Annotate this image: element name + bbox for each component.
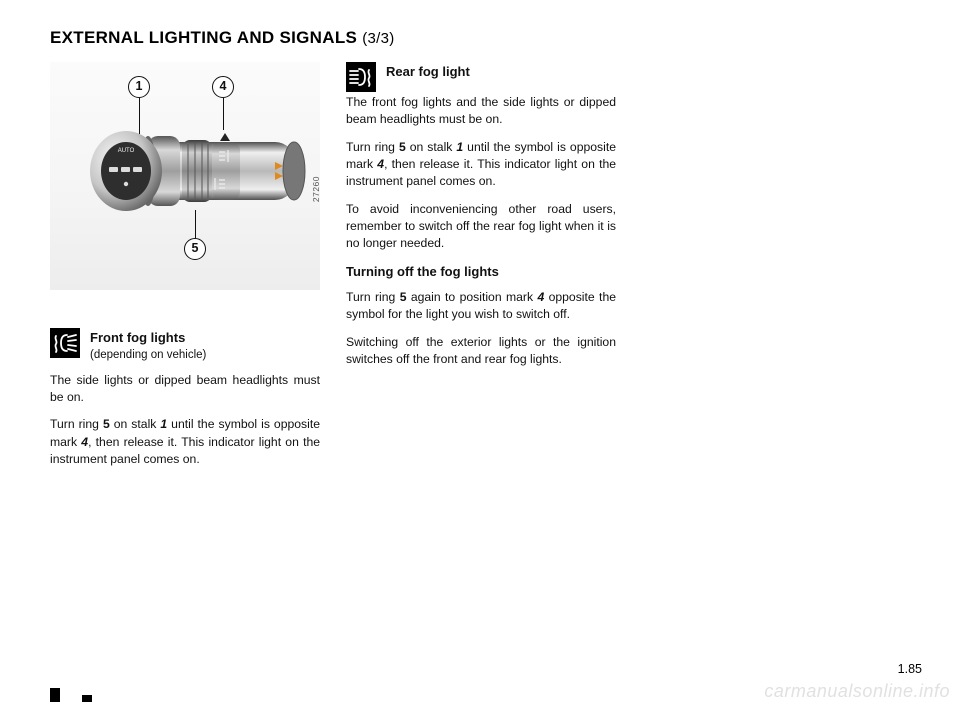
t: Turn ring <box>346 140 399 154</box>
page-number: 1.85 <box>898 662 922 676</box>
t: 5 <box>399 140 406 154</box>
watermark: carmanualsonline.info <box>764 681 950 702</box>
front-fog-heading: Front fog lights (depending on vehicle) <box>50 328 320 364</box>
content-columns: 27260 <box>50 62 922 478</box>
footer-mark <box>82 695 92 702</box>
footer-registration-marks <box>50 688 170 702</box>
col2-p5: Switching off the exterior lights or the… <box>346 334 616 369</box>
col2-p2: Turn ring 5 on stalk 1 until the symbol … <box>346 139 616 191</box>
col1-p2: Turn ring 5 on stalk 1 until the symbol … <box>50 416 320 468</box>
rear-fog-heading: Rear fog light <box>346 62 616 92</box>
rear-fog-label: Rear fog light <box>386 62 470 81</box>
callout-1: 1 <box>128 76 150 98</box>
col2-p3: To avoid inconveniencing other road user… <box>346 201 616 253</box>
col2-p1: The front fog lights and the side lights… <box>346 94 616 129</box>
t: on stalk <box>406 140 457 154</box>
column-2: Rear fog light The front fog lights and … <box>346 62 616 478</box>
callout-1-num: 1 <box>136 79 143 93</box>
page-title: EXTERNAL LIGHTING AND SIGNALS (3/3) <box>50 28 922 48</box>
col1-p1: The side lights or dipped beam head­ligh… <box>50 372 320 407</box>
stalk-illustration: AUTO <box>50 62 320 290</box>
t: , then release it. This indicator light … <box>50 435 320 466</box>
t: again to position mark <box>406 290 537 304</box>
callout-lead-1 <box>139 98 140 134</box>
callout-4: 4 <box>212 76 234 98</box>
callout-4-num: 4 <box>220 79 227 93</box>
rear-fog-title: Rear fog light <box>386 63 470 81</box>
t: on stalk <box>110 417 161 431</box>
footer-mark <box>50 688 60 702</box>
front-fog-title: Front fog lights <box>90 329 206 347</box>
stalk-figure: 27260 <box>50 62 320 290</box>
front-fog-sub: (depending on vehicle) <box>90 347 206 363</box>
t: Turn ring <box>50 417 103 431</box>
column-3 <box>642 62 912 478</box>
turning-off-heading: Turning off the fog lights <box>346 263 616 281</box>
callout-5-num: 5 <box>192 241 199 255</box>
svg-text:AUTO: AUTO <box>118 148 135 154</box>
callout-lead-5 <box>195 210 196 240</box>
front-fog-label: Front fog lights (depending on vehicle) <box>90 328 206 364</box>
column-1: 27260 <box>50 62 320 478</box>
rear-fog-icon <box>346 62 376 92</box>
t: 5 <box>103 417 110 431</box>
callout-5: 5 <box>184 238 206 260</box>
t: , then release it. This indicator light … <box>346 157 616 188</box>
title-sub: (3/3) <box>362 30 394 47</box>
t: Turn ring <box>346 290 400 304</box>
manual-page: EXTERNAL LIGHTING AND SIGNALS (3/3) 2726… <box>0 0 960 710</box>
col2-p4: Turn ring 5 again to position mark 4 op­… <box>346 289 616 324</box>
callout-lead-4 <box>223 98 224 130</box>
front-fog-icon <box>50 328 80 358</box>
title-main: EXTERNAL LIGHTING AND SIGNALS <box>50 28 362 47</box>
